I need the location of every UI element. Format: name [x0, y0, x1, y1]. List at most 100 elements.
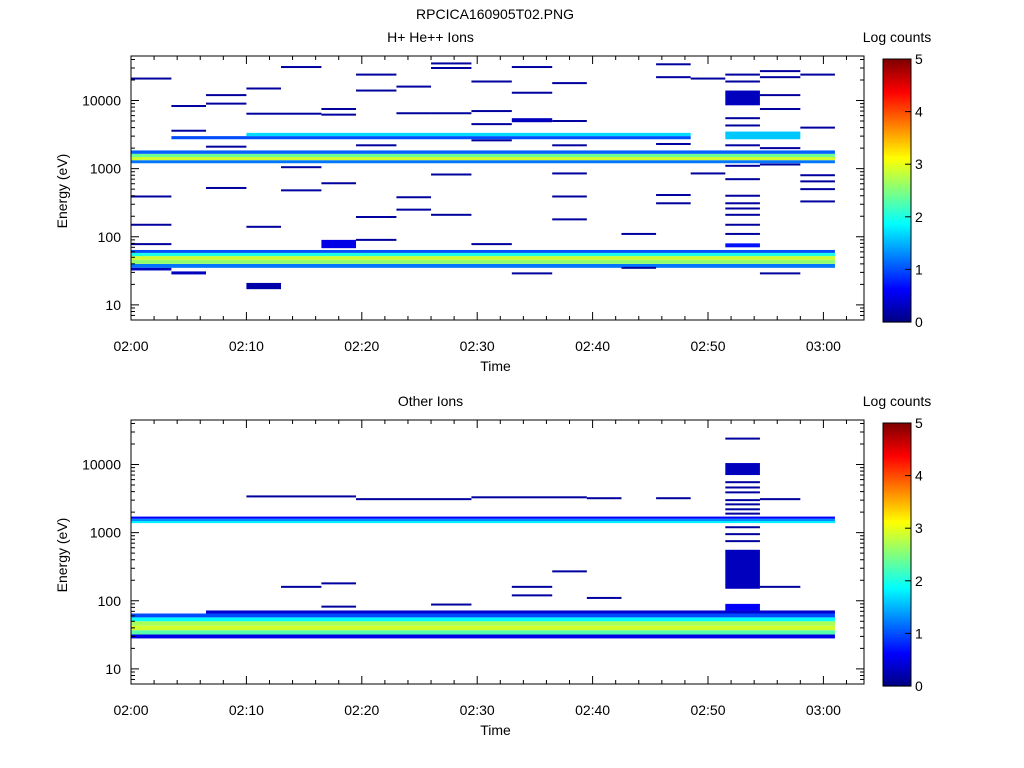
colorbar-segment — [883, 659, 911, 663]
colorbar-segment — [883, 482, 911, 485]
spectrogram-cell — [511, 272, 553, 275]
colorbar-segment — [883, 83, 911, 86]
colorbar-tick-label: 3 — [915, 156, 923, 172]
colorbar-segment — [883, 148, 911, 152]
spectrogram-band — [131, 153, 835, 158]
spectrogram-cell — [321, 182, 357, 185]
spectrogram-cell — [621, 232, 657, 235]
colorbar-segment — [883, 302, 911, 306]
spectrogram-cell — [552, 144, 587, 147]
spectrogram-band — [131, 630, 835, 635]
spectrogram-band — [131, 252, 835, 257]
colorbar-segment — [883, 534, 911, 538]
x-tick-label: 02:30 — [460, 338, 495, 354]
colorbar-segment — [883, 653, 911, 656]
colorbar-segment — [883, 304, 911, 308]
spectrogram-cell — [800, 200, 835, 203]
colorbar-segment — [883, 278, 911, 281]
colorbar-segment — [883, 249, 911, 253]
colorbar-segment — [883, 471, 911, 475]
colorbar-segment — [883, 466, 911, 470]
colorbar-segment — [883, 109, 911, 113]
spectrogram-cell — [246, 225, 282, 228]
spectrogram-cell — [759, 147, 801, 150]
colorbar-segment — [883, 61, 911, 64]
colorbar-segment — [883, 258, 911, 262]
colorbar-segment — [883, 517, 911, 521]
colorbar-segment — [883, 216, 911, 220]
spectrogram-cell — [759, 108, 801, 111]
colorbar-segment — [883, 460, 911, 464]
spectrogram-cell — [759, 272, 801, 275]
colorbar-segment — [883, 115, 911, 119]
colorbar-segment — [883, 512, 911, 516]
colorbar-segment — [883, 162, 911, 165]
spectrogram-cell — [800, 188, 835, 191]
colorbar-segment — [883, 602, 911, 606]
y-axis-label: Energy (eV) — [54, 154, 70, 229]
spectrogram-band — [131, 516, 835, 519]
colorbar-segment — [883, 569, 911, 573]
spectrogram-cell — [800, 126, 835, 129]
colorbar-segment — [883, 442, 911, 446]
colorbar-segment — [883, 657, 911, 661]
colorbar-segment — [883, 166, 911, 170]
colorbar-segment — [883, 229, 911, 233]
colorbar-segment — [883, 192, 911, 196]
colorbar-segment — [883, 262, 911, 266]
spectrogram-cell — [431, 173, 472, 176]
colorbar-segment — [883, 78, 911, 82]
colorbar-segment — [883, 286, 911, 290]
colorbar-segment — [883, 523, 911, 527]
colorbar-segment — [883, 313, 911, 317]
colorbar-segment — [883, 622, 911, 626]
colorbar-segment — [883, 289, 911, 292]
spectrogram-band — [511, 118, 553, 123]
colorbar-tick-label: 3 — [915, 520, 923, 536]
colorbar-segment — [883, 484, 911, 488]
spectrogram-cell — [725, 491, 760, 494]
colorbar-label: Log counts — [863, 393, 932, 409]
spectrogram-cell — [246, 87, 282, 90]
colorbar-segment — [883, 273, 911, 277]
colorbar-segment — [883, 635, 911, 639]
colorbar-segment — [883, 433, 911, 437]
colorbar-segment — [883, 580, 911, 584]
colorbar-segment — [883, 137, 911, 141]
spectrogram-cell — [800, 73, 835, 76]
spectrogram-cell — [511, 594, 553, 597]
spectrogram-band — [246, 132, 691, 137]
spectrogram-cell — [725, 124, 760, 127]
spectrogram-cell — [511, 91, 553, 94]
colorbar-segment — [883, 506, 911, 510]
colorbar-segment — [883, 111, 911, 115]
colorbar-segment — [883, 208, 911, 211]
colorbar-segment — [883, 96, 911, 100]
colorbar-segment — [883, 550, 911, 553]
spectrogram-band — [131, 521, 835, 524]
spectrogram-cell — [206, 102, 247, 105]
spectrogram-cell — [431, 213, 472, 216]
colorbar-tick-label: 2 — [915, 209, 923, 225]
colorbar-segment — [883, 164, 911, 167]
spectrogram-cell — [396, 85, 432, 88]
colorbar-segment — [883, 495, 911, 499]
colorbar-segment — [883, 65, 911, 69]
spectrogram-cell — [131, 195, 172, 198]
colorbar-segment — [883, 129, 911, 132]
colorbar-segment — [883, 133, 911, 137]
colorbar-tick-label: 1 — [915, 625, 923, 641]
colorbar-segment — [883, 118, 911, 121]
x-tick-label: 02:20 — [344, 702, 379, 718]
spectrogram-cell — [800, 180, 835, 183]
colorbar-segment — [883, 488, 911, 492]
spectrogram-cell — [431, 66, 472, 69]
colorbar-segment — [883, 172, 911, 176]
spectrogram-band — [725, 90, 760, 106]
colorbar-segment — [883, 490, 911, 494]
colorbar-segment — [883, 280, 911, 284]
colorbar-segment — [883, 76, 911, 80]
spectrogram-cell — [656, 63, 691, 66]
colorbar-segment — [883, 186, 911, 189]
colorbar-segment — [883, 308, 911, 312]
